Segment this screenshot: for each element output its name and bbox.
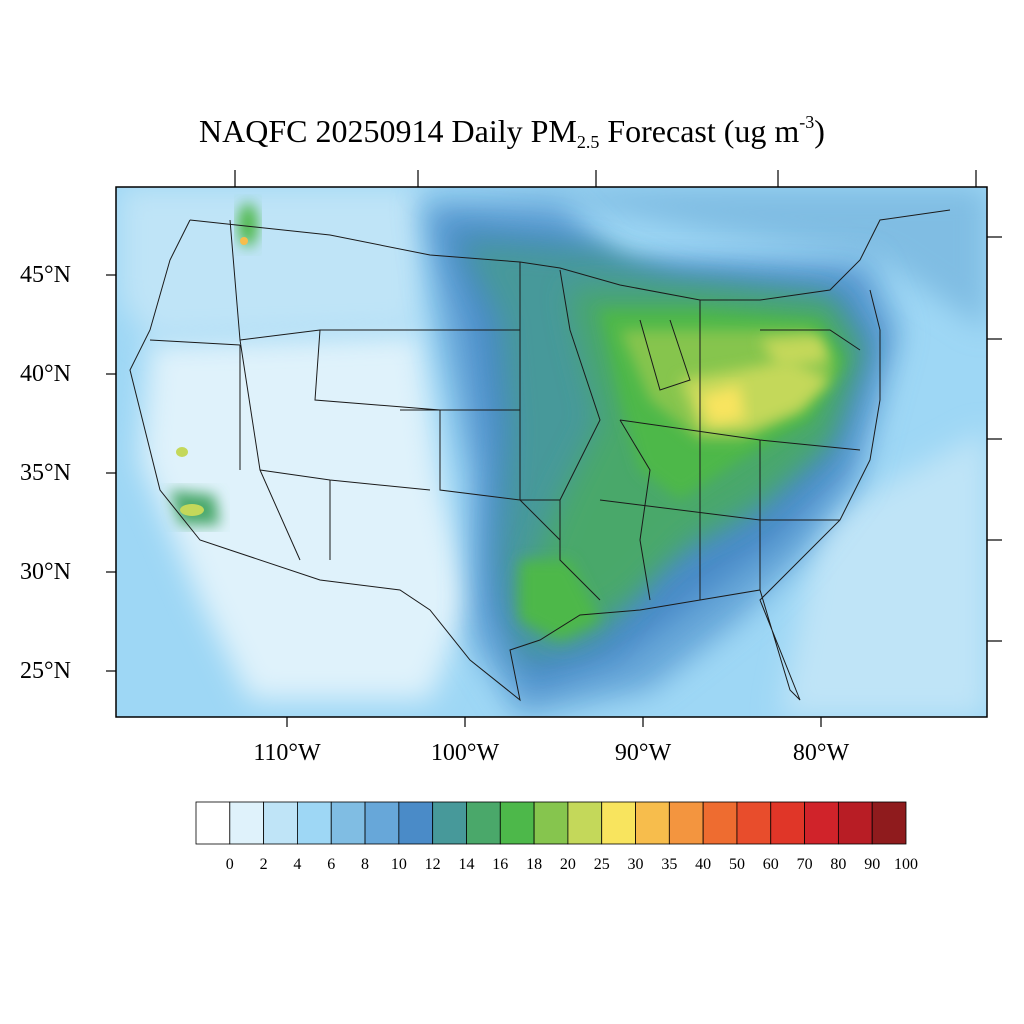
colorbar-swatch bbox=[635, 801, 670, 845]
colorbar-swatch bbox=[837, 801, 873, 845]
colorbar-swatch bbox=[601, 801, 636, 845]
map-title: NAQFC 20250914 Daily PM2.5 Forecast (ug … bbox=[199, 112, 825, 152]
colorbar-swatch bbox=[871, 801, 907, 845]
lat-label-30: 30°N bbox=[20, 559, 71, 585]
colorbar-tick-label: 18 bbox=[526, 856, 543, 873]
lat-label-40: 40°N bbox=[20, 361, 71, 387]
map-frame bbox=[115, 186, 988, 718]
lat-label-25: 25°N bbox=[20, 658, 71, 684]
lon-label-90w: 90°W bbox=[614, 740, 672, 766]
colorbar-tick-label: 100 bbox=[894, 856, 918, 873]
colorbar-tick-label: 50 bbox=[728, 856, 745, 873]
colorbar-swatch bbox=[466, 801, 501, 845]
colorbar-swatch bbox=[567, 801, 603, 845]
colorbar-swatch bbox=[229, 801, 265, 845]
colorbar-swatch bbox=[195, 801, 231, 845]
colorbar-tick-label: 2 bbox=[259, 856, 268, 873]
colorbar-tick-label: 60 bbox=[762, 856, 779, 873]
colorbar-swatch bbox=[736, 801, 772, 845]
colorbar-swatch bbox=[398, 801, 434, 845]
colorbar-tick-label: 0 bbox=[225, 856, 234, 873]
colorbar-tick-label: 6 bbox=[327, 856, 336, 873]
colorbar bbox=[195, 801, 907, 845]
colorbar-swatch bbox=[702, 801, 738, 845]
colorbar-tick-label: 40 bbox=[695, 856, 712, 873]
colorbar-tick-label: 25 bbox=[593, 856, 610, 873]
colorbar-swatch bbox=[499, 801, 535, 845]
colorbar-swatch bbox=[804, 801, 839, 845]
colorbar-tick-label: 35 bbox=[661, 856, 678, 873]
colorbar-tick-label: 12 bbox=[424, 856, 441, 873]
colorbar-tick-label: 10 bbox=[390, 856, 407, 873]
lon-label-100w: 100°W bbox=[430, 740, 500, 766]
axis-ticks bbox=[106, 170, 1002, 727]
colorbar-swatch bbox=[364, 801, 400, 845]
colorbar-tick-label: 90 bbox=[864, 856, 881, 873]
colorbar-tick-label: 20 bbox=[559, 856, 576, 873]
colorbar-swatch bbox=[263, 801, 298, 845]
colorbar-swatch bbox=[770, 801, 805, 845]
colorbar-swatch bbox=[297, 801, 332, 845]
lat-label-35: 35°N bbox=[20, 460, 71, 486]
colorbar-swatch bbox=[432, 801, 467, 845]
lon-label-110w: 110°W bbox=[253, 740, 321, 766]
boundary-lines bbox=[129, 209, 951, 702]
colorbar-tick-label: 80 bbox=[830, 856, 847, 873]
lon-label-80w: 80°W bbox=[792, 740, 850, 766]
colorbar-swatch bbox=[533, 801, 569, 845]
concentration-field bbox=[116, 187, 987, 717]
colorbar-tick-label: 70 bbox=[796, 856, 813, 873]
colorbar-swatch bbox=[330, 801, 366, 845]
lat-label-45: 45°N bbox=[20, 262, 71, 288]
colorbar-tick-label: 4 bbox=[293, 856, 302, 873]
colorbar-tick-label: 16 bbox=[492, 856, 509, 873]
colorbar-tick-label: 30 bbox=[627, 856, 644, 873]
colorbar-swatch bbox=[668, 801, 704, 845]
colorbar-tick-label: 14 bbox=[458, 856, 475, 873]
colorbar-tick-label: 8 bbox=[361, 856, 370, 873]
